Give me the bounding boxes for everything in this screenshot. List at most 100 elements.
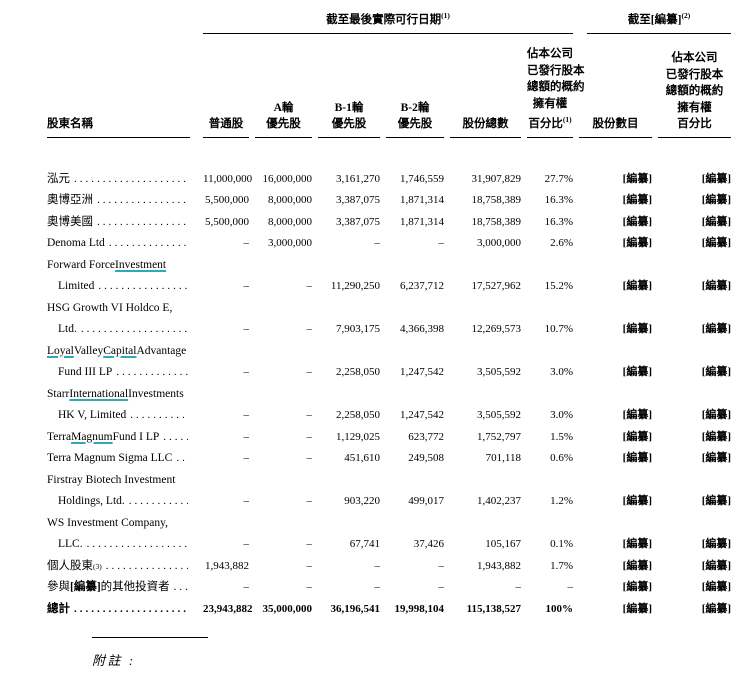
shareholder-name: Terra Magnum Fund I LP xyxy=(47,427,197,449)
shareholder-name: Loyal Valley Capital Advantage Fund III L… xyxy=(47,341,197,384)
cell-ordinary: – xyxy=(243,323,250,335)
cell-ordinary: 5,500,000 xyxy=(205,194,249,206)
cell-pct_then: [編纂] xyxy=(701,215,732,228)
dot-leader xyxy=(163,427,188,449)
cell-series_b2: 19,998,104 xyxy=(394,602,445,615)
cell-shares_then: [編纂] xyxy=(622,538,652,550)
shareholding-table: 截至最後實際可行日期(1) 截至[編纂](2) 股東名稱 普通股 A輪 優先股 B-1輪 優先… xyxy=(47,6,732,621)
footnote-label: 附註 : xyxy=(92,653,136,668)
cell-series_a: – xyxy=(306,409,313,421)
cell-pct_now: 3.0% xyxy=(550,366,573,378)
dot-leader xyxy=(97,212,188,234)
shareholder-name: Denoma Ltd xyxy=(47,233,197,255)
cell-series_a: – xyxy=(306,366,313,378)
cell-total_shares: 31,907,829 xyxy=(471,172,522,185)
cell-series_a: – xyxy=(306,452,313,464)
cell-pct_now: 15.2% xyxy=(544,280,573,292)
highlighted-word: Magnum xyxy=(71,430,113,443)
cell-pct_now: 2.6% xyxy=(550,237,573,249)
cell-total_shares: 18,758,389 xyxy=(471,215,522,228)
column-header-pct_now: 佔本公司 已發行股本 總額的概約 擁有權 百分比(1) xyxy=(521,34,585,138)
cell-series_b1: 3,387,075 xyxy=(336,194,380,206)
cell-total_shares: 105,167 xyxy=(485,538,521,550)
cell-shares_then: [編纂] xyxy=(622,172,652,185)
cell-ordinary: – xyxy=(243,280,250,292)
cell-pct_then: [編纂] xyxy=(701,602,732,615)
cell-pct_then: [編纂] xyxy=(701,495,732,507)
footnote-divider xyxy=(92,637,208,638)
cell-pct_now: 16.3% xyxy=(544,215,573,228)
footnote-marker: (1) xyxy=(562,115,572,124)
shareholder-name: 奧博美國 xyxy=(47,212,197,234)
cell-pct_now: 0.1% xyxy=(550,538,573,550)
cell-series_b2: 1,247,542 xyxy=(400,409,444,421)
cell-total_shares: 115,138,527 xyxy=(466,602,521,615)
table-row: 個人股東(3) 1,943,882 – – – 1,943,882 1.7% [編纂] [編纂] xyxy=(47,556,731,578)
dot-leader xyxy=(130,405,188,427)
footnote-section: 附註 : xyxy=(92,637,749,669)
header-gap xyxy=(47,138,731,169)
cell-total_shares: 3,505,592 xyxy=(477,366,521,378)
cell-series_b2: – xyxy=(438,237,445,249)
shareholder-name: 奧博亞洲 xyxy=(47,190,197,212)
dot-leader xyxy=(106,556,188,578)
footnote-marker: (2) xyxy=(681,11,691,20)
group-header-row: 截至最後實際可行日期(1) 截至[編纂](2) xyxy=(47,6,732,34)
highlighted-word: Loyal xyxy=(47,344,74,357)
cell-shares_then: [編纂] xyxy=(622,409,652,421)
cell-series_a: 8,000,000 xyxy=(268,194,312,206)
cell-series_b2: 1,746,559 xyxy=(400,172,444,185)
cell-total_shares: – xyxy=(515,581,522,593)
cell-series_b2: – xyxy=(438,581,445,593)
cell-pct_then: [編纂] xyxy=(701,409,732,421)
shareholder-name: 總計 xyxy=(47,599,197,621)
cell-series_b1: 7,903,175 xyxy=(336,323,380,335)
cell-series_b2: 249,508 xyxy=(408,452,444,464)
cell-pct_now: 0.6% xyxy=(550,452,573,464)
cell-ordinary: 11,000,000 xyxy=(203,172,253,185)
cell-pct_then: [編纂] xyxy=(701,581,732,593)
table-row: Denoma Ltd – 3,000,000 – – 3,000,000 2.6% [編纂] [… xyxy=(47,233,731,255)
cell-pct_then: [編纂] xyxy=(701,430,732,443)
table-row: WS Investment Company,LLC. – – 67,741 37,426… xyxy=(47,513,731,556)
cell-series_a: 8,000,000 xyxy=(268,215,312,228)
cell-shares_then: [編纂] xyxy=(622,495,652,507)
table-row: 參與[編纂]的其他投資者 – – – – – – [編纂] [編纂] xyxy=(47,577,731,599)
column-header-total_shares: 股份總數 xyxy=(444,34,521,138)
footnote-marker: (1) xyxy=(441,11,450,20)
cell-series_b1: 451,610 xyxy=(344,452,380,464)
dot-leader xyxy=(97,190,188,212)
shareholder-name: Terra Magnum Sigma LLC xyxy=(47,448,197,470)
cell-total_shares: 12,269,573 xyxy=(471,323,522,335)
cell-series_a: – xyxy=(306,495,313,507)
cell-series_b1: 3,387,075 xyxy=(336,215,380,228)
cell-ordinary: – xyxy=(243,452,250,464)
cell-shares_then: [編纂] xyxy=(622,323,652,335)
cell-pct_then: [編纂] xyxy=(701,559,732,572)
cell-series_b1: 1,129,025 xyxy=(336,430,380,443)
cell-ordinary: – xyxy=(243,430,250,443)
table-row: Loyal Valley Capital Advantage Fund III L… xyxy=(47,341,731,384)
shareholder-name: HSG Growth VI Holdco E, Ltd. xyxy=(47,298,197,341)
column-header-shareholder: 股東名稱 xyxy=(47,34,197,138)
cell-ordinary: – xyxy=(243,581,250,593)
table-row: Starr International Investments HK V, Lim… xyxy=(47,384,731,427)
cell-ordinary: 1,943,882 xyxy=(205,559,249,572)
cell-series_b2: 1,871,314 xyxy=(400,215,444,228)
column-header-series_b1: B-1輪 優先股 xyxy=(312,34,380,138)
cell-pct_now: 27.7% xyxy=(544,172,573,185)
cell-series_b2: 499,017 xyxy=(408,495,444,507)
cell-ordinary: 23,943,882 xyxy=(203,602,253,615)
table-row: Terra Magnum Sigma LLC – – 451,610 249,508 70… xyxy=(47,448,731,470)
column-header-shares_then: 股份數目 xyxy=(573,34,652,138)
cell-pct_then: [編纂] xyxy=(701,323,732,335)
cell-shares_then: [編纂] xyxy=(622,215,652,228)
cell-pct_then: [編纂] xyxy=(701,237,732,249)
cell-shares_then: [編纂] xyxy=(622,581,652,593)
column-header-series_a: A輪 優先股 xyxy=(249,34,312,138)
highlighted-word: Investment xyxy=(115,258,167,271)
cell-pct_now: 10.7% xyxy=(544,323,573,335)
dot-leader xyxy=(98,276,188,298)
column-header-row: 股東名稱 普通股 A輪 優先股 B-1輪 優先股 B-2輪 優先股 股份總數 佔本公司 已發行股本總… xyxy=(47,34,732,138)
